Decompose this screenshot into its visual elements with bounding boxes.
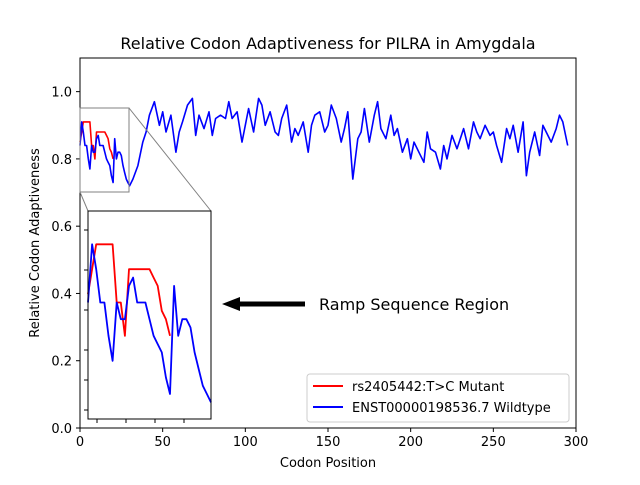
main-series-lines xyxy=(79,97,569,187)
x-axis-label: Codon Position xyxy=(280,456,376,471)
legend-box xyxy=(306,373,570,423)
x-tick-label: 200 xyxy=(398,435,423,450)
inset-wildtype-line xyxy=(87,243,212,403)
zoom-connector-right xyxy=(128,107,212,212)
zoom-connector-left xyxy=(79,191,89,212)
x-tick-label: 250 xyxy=(481,435,506,450)
x-tick-label: 50 xyxy=(154,435,171,450)
inset-plot xyxy=(84,210,212,423)
ramp-arrow xyxy=(222,297,305,311)
inset-series-lines xyxy=(87,243,212,403)
inset-frame xyxy=(87,210,212,420)
legend: rs2405442:T>C Mutant ENST00000198536.7 W… xyxy=(306,373,570,423)
inset-mutant-line xyxy=(87,243,171,337)
zoom-region-box xyxy=(79,107,130,193)
y-tick-label: 1.0 xyxy=(51,86,72,101)
y-axis-label: Relative Codon Adaptiveness xyxy=(28,148,43,338)
chart-title: Relative Codon Adaptiveness for PILRA in… xyxy=(120,34,535,53)
y-tick-label: 0.6 xyxy=(51,220,72,235)
inset-tick-marks xyxy=(84,229,185,423)
legend-label-wildtype: ENST00000198536.7 Wildtype xyxy=(352,401,551,416)
y-tick-label: 0.0 xyxy=(51,422,72,437)
wildtype-series-line xyxy=(79,97,569,187)
mutant-series-line xyxy=(79,121,114,160)
x-axis-ticks: 0 50 100 150 200 250 300 xyxy=(76,428,589,450)
x-tick-label: 150 xyxy=(316,435,341,450)
x-tick-label: 0 xyxy=(76,435,84,450)
y-tick-label: 0.2 xyxy=(51,355,72,370)
y-tick-label: 0.8 xyxy=(51,153,72,168)
main-plot-area: 0 50 100 150 200 250 300 0.0 0.2 0.4 0.6 0.8 1.0 xyxy=(51,57,589,450)
x-tick-label: 100 xyxy=(233,435,258,450)
x-tick-label: 300 xyxy=(564,435,589,450)
inset-background xyxy=(88,211,211,419)
y-axis-ticks: 0.0 0.2 0.4 0.6 0.8 1.0 xyxy=(51,86,80,437)
ramp-annotation: Ramp Sequence Region xyxy=(319,295,509,314)
legend-label-mutant: rs2405442:T>C Mutant xyxy=(352,380,504,395)
y-tick-label: 0.4 xyxy=(51,287,72,302)
